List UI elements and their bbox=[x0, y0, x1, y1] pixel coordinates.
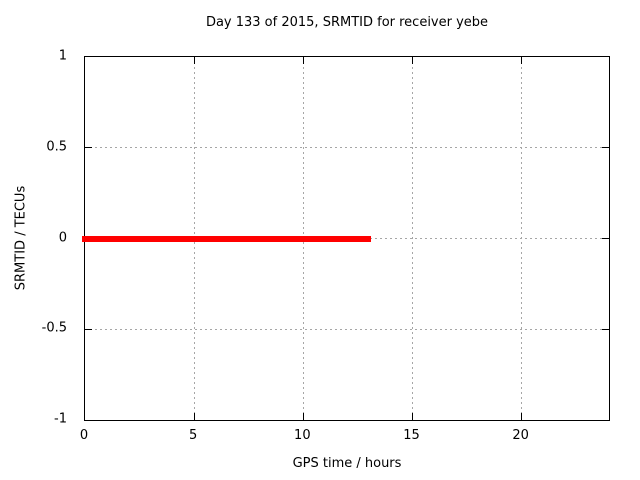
y-tick-label: -0.5 bbox=[41, 320, 67, 336]
x-tick-mark-top bbox=[193, 57, 195, 64]
x-tick-mark-top bbox=[302, 57, 304, 64]
x-tick-label: 10 bbox=[294, 428, 311, 443]
x-tick-mark-bottom bbox=[412, 413, 413, 420]
x-tick-mark-top bbox=[521, 57, 523, 64]
x-tick-label: 20 bbox=[512, 428, 529, 443]
y-tick-label: 0 bbox=[58, 230, 67, 245]
x-tick-label: 5 bbox=[189, 428, 198, 443]
x-tick-mark-bottom bbox=[193, 413, 195, 420]
x-tick-labels: 0 5 10 15 20 bbox=[80, 428, 610, 444]
y-tick-mark-left bbox=[85, 147, 92, 149]
x-tick-mark-top bbox=[412, 57, 413, 64]
x-axis-label: GPS time / hours bbox=[292, 456, 402, 471]
y-tick-mark-right bbox=[602, 147, 609, 149]
y-tick-mark-right bbox=[602, 328, 609, 330]
data-line-srmtid bbox=[82, 235, 372, 242]
x-tick-label: 0 bbox=[79, 428, 89, 443]
y-gridline bbox=[85, 147, 609, 149]
y-tick-labels: 1 0.5 0 -0.5 -1 bbox=[0, 49, 67, 427]
y-tick-mark-right bbox=[602, 238, 609, 239]
plot-area bbox=[82, 56, 610, 421]
y-tick-mark-left bbox=[85, 328, 92, 330]
y-tick-label: 1 bbox=[58, 48, 67, 64]
chart-title: Day 133 of 2015, SRMTID for receiver yeb… bbox=[205, 15, 489, 30]
y-tick-label: -1 bbox=[54, 411, 67, 427]
y-tick-label: 0.5 bbox=[46, 139, 67, 155]
x-tick-mark-bottom bbox=[302, 413, 304, 420]
x-tick-label: 15 bbox=[403, 428, 420, 443]
x-tick-mark-bottom bbox=[521, 413, 523, 420]
y-gridline bbox=[85, 328, 609, 330]
